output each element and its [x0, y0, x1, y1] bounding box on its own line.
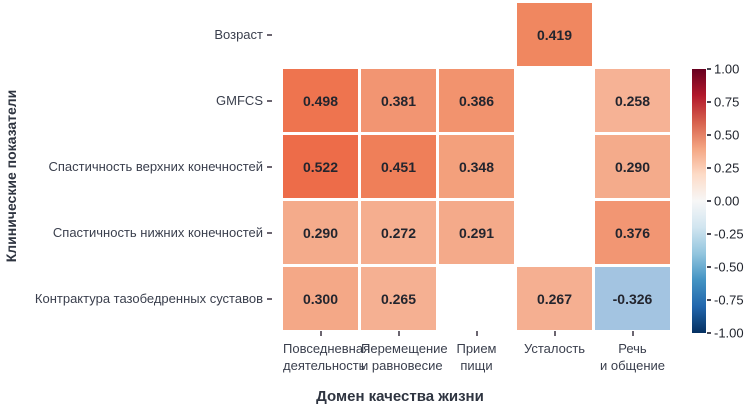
- colorbar-tick-mark: [707, 233, 711, 235]
- x-tick-mark: [517, 331, 592, 337]
- row-label: Спастичность верхних конечностей: [48, 159, 263, 174]
- x-axis-ticks: [283, 331, 670, 337]
- heatmap-cell: 0.272: [361, 201, 436, 264]
- y-tick-mark: [267, 267, 275, 330]
- colorbar: [692, 69, 706, 333]
- column-label: Усталость: [523, 341, 586, 356]
- row-label: Контрактура тазобедренных суставов: [34, 291, 263, 306]
- heatmap-cell: -0.326: [595, 267, 670, 330]
- x-tick-mark: [439, 331, 514, 337]
- colorbar-tick-label: 0.75: [714, 94, 740, 110]
- heatmap-cell-empty: [439, 3, 514, 66]
- y-tick-mark: [267, 135, 275, 198]
- colorbar-tick-label: 0.00: [714, 193, 740, 209]
- colorbar-tick-mark: [707, 167, 711, 169]
- heatmap-cell: 0.451: [361, 135, 436, 198]
- colorbar-tick-mark: [707, 332, 711, 334]
- colorbar-tick-mark: [707, 134, 711, 136]
- heatmap-cell: 0.419: [517, 3, 592, 66]
- heatmap-cell: 0.265: [361, 267, 436, 330]
- y-tick-mark: [267, 201, 275, 264]
- row-label: Спастичность нижних конечностей: [52, 225, 263, 240]
- colorbar-tick-mark: [707, 299, 711, 301]
- colorbar-tick-label: 0.25: [714, 160, 740, 176]
- heatmap-cell-empty: [517, 201, 592, 264]
- colorbar-tick-mark: [707, 266, 711, 268]
- colorbar-tick-label: -0.75: [714, 292, 744, 308]
- column-label: Речь и общение: [600, 341, 665, 373]
- heatmap-cell: 0.290: [595, 135, 670, 198]
- colorbar-tick-mark: [707, 68, 711, 70]
- column-labels: Повседневная деятельность Перемещение и рав…: [283, 340, 670, 374]
- row-label: GMFCS: [216, 93, 263, 108]
- row-labels: Возраст GMFCS Спастичность верхних конечно…: [0, 3, 263, 330]
- heatmap-cell: 0.498: [283, 69, 358, 132]
- colorbar-tick-mark: [707, 101, 711, 103]
- colorbar-tick-label: 0.50: [714, 127, 740, 143]
- heatmap-cell-empty: [283, 3, 358, 66]
- column-label: Прием пищи: [456, 341, 497, 373]
- heatmap-cell: 0.386: [439, 69, 514, 132]
- heatmap-cell: 0.522: [283, 135, 358, 198]
- colorbar-tick-label: -1.00: [714, 325, 744, 341]
- heatmap-cell-empty: [361, 3, 436, 66]
- heatmap-cell: 0.267: [517, 267, 592, 330]
- heatmap-grid: 0.419 0.498 0.381 0.386 0.258 0.522 0.451 0.348…: [283, 3, 670, 330]
- heatmap-cell: 0.258: [595, 69, 670, 132]
- x-axis-title: Домен качества жизни: [316, 388, 484, 405]
- heatmap-cell: 0.300: [283, 267, 358, 330]
- heatmap-cell-empty: [439, 267, 514, 330]
- row-label: Возраст: [214, 27, 263, 42]
- colorbar-tick-label: -0.25: [714, 226, 744, 242]
- y-tick-mark: [267, 3, 275, 66]
- heatmap-cell: 0.381: [361, 69, 436, 132]
- y-tick-mark: [267, 69, 275, 132]
- heatmap-cell: 0.376: [595, 201, 670, 264]
- heatmap-cell-empty: [595, 3, 670, 66]
- heatmap-cell: 0.291: [439, 201, 514, 264]
- column-label: Повседневная деятельность: [283, 341, 371, 373]
- heatmap-cell: 0.348: [439, 135, 514, 198]
- y-axis-ticks: [267, 3, 275, 330]
- colorbar-tick-mark: [707, 200, 711, 202]
- column-label: Перемещение и равновесие: [361, 341, 448, 373]
- heatmap-cell-empty: [517, 135, 592, 198]
- heatmap-cell-empty: [517, 69, 592, 132]
- x-tick-mark: [595, 331, 670, 337]
- colorbar-tick-label: 1.00: [714, 61, 740, 77]
- x-tick-mark: [361, 331, 436, 337]
- heatmap-cell: 0.290: [283, 201, 358, 264]
- x-tick-mark: [283, 331, 358, 337]
- colorbar-tick-label: -0.50: [714, 259, 744, 275]
